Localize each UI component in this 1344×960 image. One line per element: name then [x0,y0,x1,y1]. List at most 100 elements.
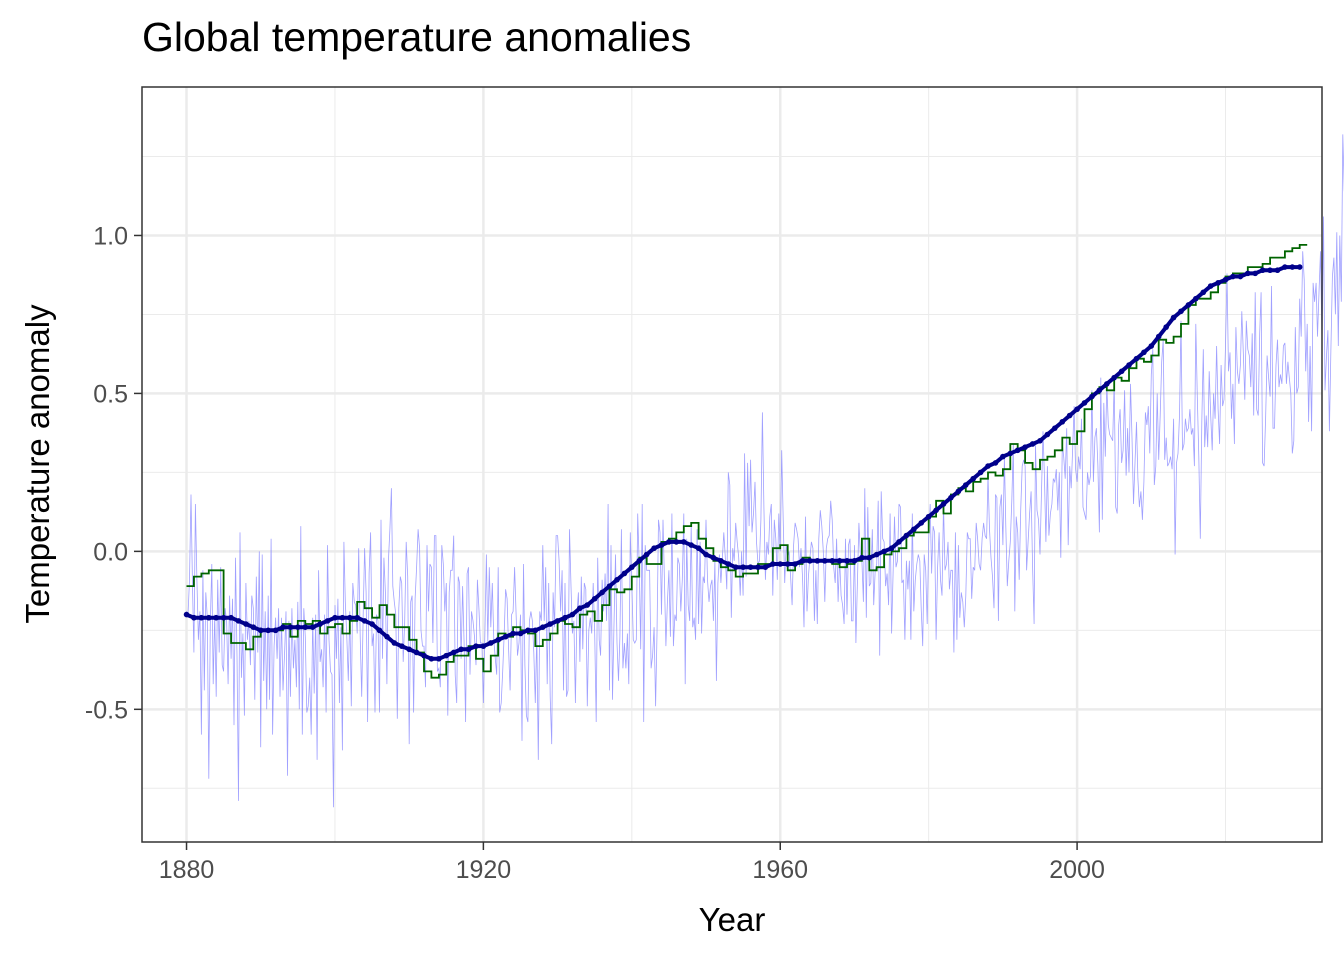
trend-point [1007,450,1014,457]
trend-point [1044,431,1051,438]
trend-point [962,482,969,488]
trend-point [191,614,197,621]
trend-point [1237,273,1244,280]
trend-point [1230,273,1236,280]
trend-point [569,611,576,618]
trend-point [591,595,598,602]
trend-point [1089,393,1095,400]
trend-point [606,583,613,589]
x-tick-label: 1880 [159,856,215,884]
trend-point [992,460,999,466]
trend-point [243,621,249,627]
trend-point [792,561,798,567]
trend-point [1126,362,1132,368]
trend-point [807,558,813,564]
trend-point [925,513,932,520]
trend-point [851,558,858,564]
trend-point [1296,264,1303,270]
trend-point [1274,267,1281,274]
trend-point [636,558,643,564]
trend-point [517,630,524,637]
trend-point [354,614,361,621]
y-tick-label: 0.0 [93,538,128,566]
trend-point [547,621,553,627]
trend-point [933,507,939,514]
trend-point [888,545,895,552]
trend-point [643,551,650,558]
trend-point [1252,270,1259,277]
trend-point [658,542,665,548]
trend-point [732,564,739,570]
trend-point [473,643,479,649]
trend-point [940,501,947,507]
trend-point [577,605,583,612]
trend-point [695,545,702,552]
trend-point [1148,343,1155,349]
trend-point [272,627,279,634]
trend-point [1111,374,1118,381]
trend-point [443,652,450,659]
y-tick-label: 1.0 [93,222,128,250]
trend-point [777,561,784,567]
trend-point [309,624,316,630]
trend-point [1155,333,1162,340]
trend-point [829,558,835,564]
trend-point [1289,264,1296,270]
trend-point [205,614,212,621]
trend-point [302,624,309,630]
trend-point [755,564,761,570]
trend-point [391,640,398,646]
trend-point [346,614,353,621]
trend-point [436,655,442,662]
trend-point [1081,400,1088,406]
trend-point [421,652,427,659]
trend-point [413,649,420,656]
trend-point [903,532,910,539]
trend-point [844,558,850,564]
trend-point [458,646,464,653]
trend-point [1244,270,1251,277]
trend-point [918,520,925,526]
trend-point [198,614,205,621]
trend-point [428,655,435,662]
trend-point [488,640,494,646]
trend-point [747,564,754,570]
trend-point [621,570,628,577]
trend-point [836,558,843,564]
trend-point [680,539,687,545]
tick-layer: 1880 1920 1960 2000 -0.5 0.0 0.5 1.0 [85,222,1105,884]
trend-point [666,539,672,545]
trend-point [361,618,368,624]
trend-point [398,643,405,649]
trend-point [450,649,457,656]
trend-point [1037,438,1043,444]
trend-point [1207,283,1214,289]
trend-point [317,621,323,627]
trend-point [799,558,806,564]
trend-point [339,614,346,621]
x-tick-label: 2000 [1049,856,1105,884]
trend-point [295,624,301,630]
trend-point [1118,368,1125,375]
trend-point [881,548,887,555]
trend-point [911,526,917,533]
y-axis-title: Temperature anomaly [19,304,56,624]
annual-mean-step-line [186,244,1308,679]
y-tick-label: -0.5 [85,696,128,724]
trend-point [280,624,286,630]
trend-point [814,558,821,564]
trend-point [465,646,472,653]
trend-point [1029,441,1036,447]
trend-point [1000,453,1006,460]
chart-title: Global temperature anomalies [142,14,692,60]
trend-point [532,627,539,634]
trend-point [480,643,487,649]
trend-point [1178,308,1184,315]
trend-point [235,618,242,624]
series-layer [183,134,1344,808]
trend-point [1193,295,1199,302]
trend-point [539,624,546,630]
trend-point [213,614,220,621]
trend-point [866,554,873,561]
trend-point [406,646,412,653]
